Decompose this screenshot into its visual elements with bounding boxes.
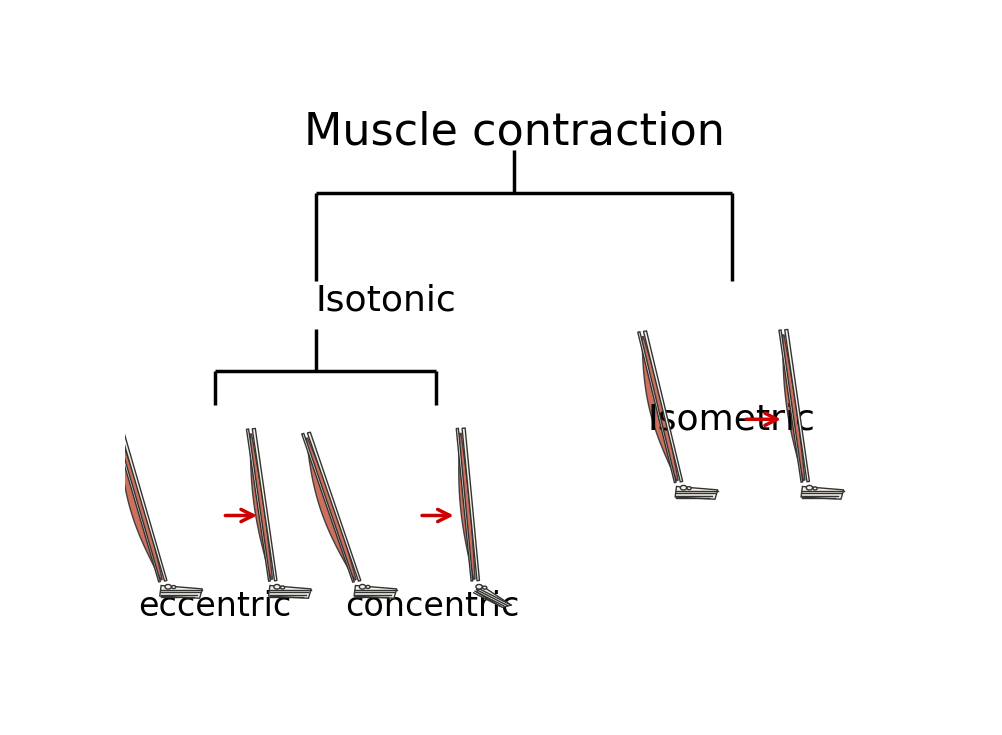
- Polygon shape: [782, 335, 805, 480]
- Polygon shape: [462, 428, 479, 581]
- Polygon shape: [641, 337, 677, 481]
- Circle shape: [366, 585, 370, 589]
- Text: Muscle contraction: Muscle contraction: [304, 111, 723, 154]
- Polygon shape: [159, 586, 202, 598]
- Circle shape: [164, 584, 171, 589]
- Polygon shape: [782, 335, 803, 480]
- Polygon shape: [476, 585, 511, 607]
- Polygon shape: [115, 432, 160, 582]
- Polygon shape: [643, 331, 682, 482]
- Polygon shape: [456, 429, 472, 581]
- Circle shape: [274, 584, 280, 589]
- Circle shape: [679, 485, 686, 490]
- Polygon shape: [246, 429, 271, 581]
- Polygon shape: [637, 331, 675, 483]
- Polygon shape: [119, 437, 160, 580]
- Polygon shape: [641, 337, 676, 481]
- Circle shape: [686, 487, 690, 490]
- Polygon shape: [354, 586, 397, 598]
- Polygon shape: [302, 434, 354, 582]
- Circle shape: [813, 487, 817, 490]
- Text: eccentric: eccentric: [138, 590, 292, 623]
- Polygon shape: [249, 434, 271, 579]
- Text: Isometric: Isometric: [647, 402, 815, 437]
- Circle shape: [482, 586, 486, 589]
- Circle shape: [359, 584, 366, 589]
- Polygon shape: [779, 330, 802, 482]
- Polygon shape: [269, 586, 311, 598]
- Circle shape: [475, 584, 482, 589]
- Polygon shape: [253, 429, 277, 581]
- Polygon shape: [249, 434, 273, 579]
- Polygon shape: [307, 432, 361, 581]
- Polygon shape: [119, 437, 162, 580]
- Polygon shape: [784, 329, 809, 481]
- Polygon shape: [459, 434, 473, 579]
- Text: Isotonic: Isotonic: [316, 284, 456, 318]
- Text: concentric: concentric: [345, 590, 519, 623]
- Circle shape: [171, 586, 175, 589]
- Polygon shape: [306, 438, 356, 580]
- Circle shape: [281, 586, 285, 589]
- Circle shape: [806, 485, 812, 490]
- Polygon shape: [458, 434, 475, 579]
- Polygon shape: [120, 431, 166, 581]
- Polygon shape: [674, 487, 717, 499]
- Polygon shape: [306, 438, 355, 580]
- Polygon shape: [801, 487, 843, 499]
